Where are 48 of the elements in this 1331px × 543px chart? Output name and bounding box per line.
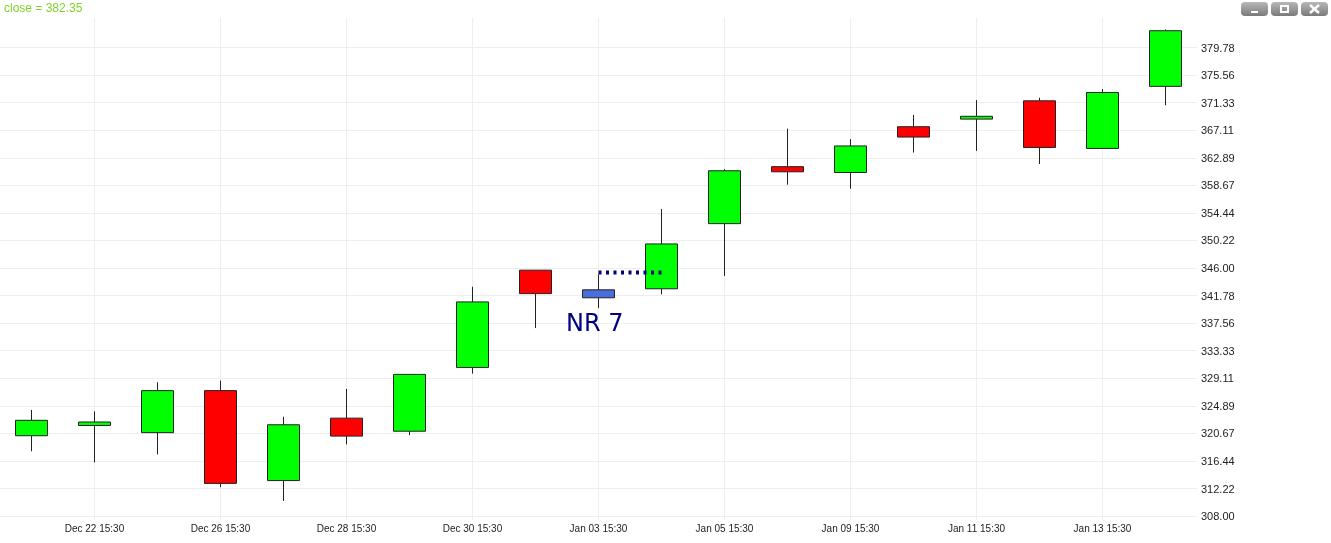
candlestick xyxy=(267,416,300,502)
y-tick-label: 375.56 xyxy=(1201,69,1235,82)
candlestick xyxy=(519,269,552,329)
y-tick-label: 312.22 xyxy=(1201,482,1235,495)
y-tick-label: 358.67 xyxy=(1201,179,1235,192)
candlestick xyxy=(393,373,426,436)
candlestick xyxy=(330,388,363,445)
y-tick-label: 324.89 xyxy=(1201,399,1235,412)
candlestick xyxy=(1086,88,1119,149)
annotation: NR 7 xyxy=(566,309,624,337)
candlestick xyxy=(1023,97,1056,165)
y-tick-label: 316.44 xyxy=(1201,454,1235,467)
candlestick xyxy=(582,273,615,309)
y-tick-label: 362.89 xyxy=(1201,151,1235,164)
candlestick xyxy=(834,138,867,190)
chart-title: close = 382.35 xyxy=(4,1,83,15)
y-tick-label: 346.00 xyxy=(1201,262,1235,275)
candlestick xyxy=(1149,28,1182,106)
candlestick xyxy=(771,128,804,186)
x-tick-label: Dec 28 15:30 xyxy=(316,522,377,534)
y-tick-label: 341.78 xyxy=(1201,289,1235,302)
x-tick-label: Dec 22 15:30 xyxy=(64,522,125,534)
y-tick-label: 333.33 xyxy=(1201,344,1235,357)
y-tick-label: 320.67 xyxy=(1201,427,1235,440)
x-tick-label: Jan 05 15:30 xyxy=(695,522,754,534)
x-tick-label: Jan 13 15:30 xyxy=(1073,522,1132,534)
y-tick-label: 329.11 xyxy=(1201,372,1234,385)
candlestick xyxy=(960,99,993,152)
candlestick xyxy=(708,168,741,277)
candlestick xyxy=(897,114,930,154)
x-tick-label: Jan 09 15:30 xyxy=(821,522,880,534)
x-tick-label: Dec 30 15:30 xyxy=(442,522,503,534)
candlestick xyxy=(15,409,48,452)
candlestick xyxy=(456,286,489,375)
x-tick-label: Jan 11 15:30 xyxy=(947,522,1006,534)
x-tick-label: Dec 26 15:30 xyxy=(190,522,251,534)
candlestick xyxy=(204,380,237,488)
y-tick-label: 379.78 xyxy=(1201,41,1235,54)
candlestick xyxy=(645,208,678,295)
y-tick-label: 371.33 xyxy=(1201,96,1235,109)
x-tick-label: Jan 03 15:30 xyxy=(569,522,628,534)
y-tick-label: 308.00 xyxy=(1201,510,1235,523)
candlestick xyxy=(78,410,111,463)
candlestick xyxy=(141,381,174,455)
y-tick-label: 350.22 xyxy=(1201,234,1235,247)
y-tick-label: 354.44 xyxy=(1201,206,1235,219)
y-tick-label: 337.56 xyxy=(1201,317,1235,330)
y-tick-label: 367.11 xyxy=(1201,124,1234,137)
